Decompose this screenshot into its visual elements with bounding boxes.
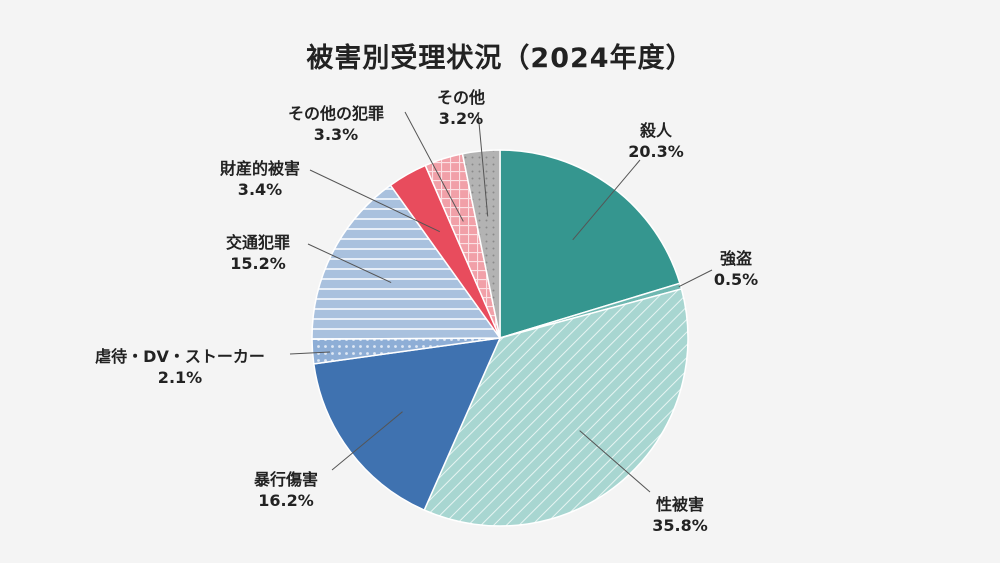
leader-line-8 [477,111,489,217]
chart-title: 被害別受理状況（2024年度） [306,43,694,74]
leader-line-5 [307,243,392,283]
slice-label-8: その他 3.2% [436,88,486,128]
pie-slice-3 [312,337,502,512]
leader-line-1 [678,269,713,288]
slice-label-4: 虐待・DV・ストーカー 2.1% [95,347,265,387]
leader-line-3 [331,411,403,471]
slice-label-3: 暴行傷害 16.2% [253,470,319,510]
leader-line-0 [572,159,641,241]
slice-label-2: 性被害 35.8% [652,495,708,535]
leader-line-6 [309,169,441,233]
pie-slice-0 [499,149,681,340]
pie-slice-2 [423,288,689,527]
leader-line-2 [579,430,651,493]
slice-label-6: 財産的被害 3.4% [219,159,301,199]
slice-label-1: 強盗 0.5% [713,249,759,289]
leader-line-4 [289,351,331,355]
slice-label-0: 殺人 20.3% [628,121,684,161]
slice-label-5: 交通犯罪 15.2% [225,233,291,273]
leader-line-7 [404,111,464,222]
pie-slice-5 [311,184,502,340]
slice-label-7: その他の犯罪 3.3% [287,104,385,144]
